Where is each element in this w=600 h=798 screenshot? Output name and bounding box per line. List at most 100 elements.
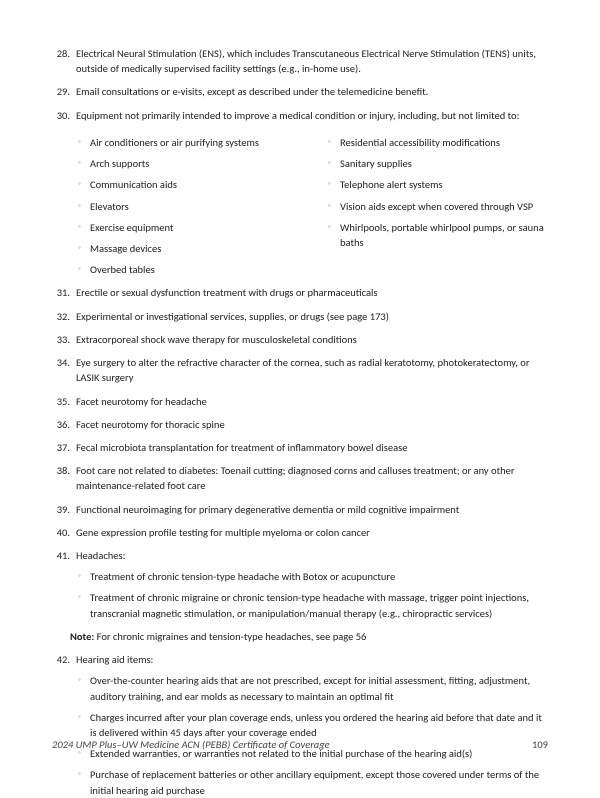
- item-number: 33.: [52, 332, 76, 347]
- item-text: Fecal microbiota transplantation for tre…: [76, 440, 548, 455]
- footer-page: 109: [532, 737, 548, 752]
- sub-item: ◦Exercise equipment: [76, 220, 298, 235]
- sub-item-text: Vision aids except when covered through …: [340, 199, 548, 214]
- sub-item-text: Purchase of replacement batteries or oth…: [90, 767, 548, 797]
- sub-list: ◦Over-the-counter hearing aids that are …: [76, 673, 548, 798]
- item-number: 34.: [52, 355, 76, 370]
- item-number: 42.: [52, 652, 76, 667]
- sub-item: ◦Vision aids except when covered through…: [326, 199, 548, 214]
- sub-item: ◦Elevators: [76, 199, 298, 214]
- sub-item-text: Sanitary supplies: [340, 156, 548, 171]
- item-number: 31.: [52, 285, 76, 300]
- sub-item: ◦Residential accessibility modifications: [326, 135, 548, 150]
- sub-item-text: Overbed tables: [90, 262, 298, 277]
- item-text: Equipment not primarily intended to impr…: [76, 108, 548, 123]
- item-body: Facet neurotomy for headache: [76, 394, 548, 409]
- equip-col-right: ◦Residential accessibility modifications…: [326, 129, 548, 278]
- item-text: Foot care not related to diabetes: Toena…: [76, 463, 548, 493]
- item-text: Facet neurotomy for thoracic spine: [76, 417, 548, 432]
- bullet-icon: ◦: [76, 199, 90, 214]
- bullet-icon: ◦: [76, 590, 90, 605]
- bullet-icon: ◦: [326, 135, 340, 150]
- bullet-icon: ◦: [76, 177, 90, 192]
- item-body: Gene expression profile testing for mult…: [76, 525, 548, 540]
- list-item: 34.Eye surgery to alter the refractive c…: [52, 355, 548, 385]
- list-item: 38.Foot care not related to diabetes: To…: [52, 463, 548, 493]
- item-text: Hearing aid items:: [76, 652, 548, 667]
- list-item: 36.Facet neurotomy for thoracic spine: [52, 417, 548, 432]
- sub-item-text: Elevators: [90, 199, 298, 214]
- footer-title: 2024 UMP Plus–UW Medicine ACN (PEBB) Cer…: [52, 737, 330, 752]
- bullet-icon: ◦: [76, 220, 90, 235]
- item-number: 40.: [52, 525, 76, 540]
- item-body: Facet neurotomy for thoracic spine: [76, 417, 548, 432]
- list-item: 32.Experimental or investigational servi…: [52, 309, 548, 324]
- sub-item-text: Treatment of chronic tension-type headac…: [90, 569, 548, 584]
- list-item: 40.Gene expression profile testing for m…: [52, 525, 548, 540]
- sub-item-text: Telephone alert systems: [340, 177, 548, 192]
- item-number: 32.: [52, 309, 76, 324]
- bullet-icon: ◦: [326, 177, 340, 192]
- item-body: Equipment not primarily intended to impr…: [76, 108, 548, 278]
- item-text: Eye surgery to alter the refractive char…: [76, 355, 548, 385]
- list-item: 42.Hearing aid items:◦Over-the-counter h…: [52, 652, 548, 798]
- item-body: Experimental or investigational services…: [76, 309, 548, 324]
- sub-item: ◦Overbed tables: [76, 262, 298, 277]
- item-body: Extracorporeal shock wave therapy for mu…: [76, 332, 548, 347]
- item-number: 39.: [52, 502, 76, 517]
- bullet-icon: ◦: [326, 199, 340, 214]
- item-number: 37.: [52, 440, 76, 455]
- list-item: 41.Headaches:◦Treatment of chronic tensi…: [52, 548, 548, 621]
- sub-item: ◦Sanitary supplies: [326, 156, 548, 171]
- page-footer: 2024 UMP Plus–UW Medicine ACN (PEBB) Cer…: [52, 737, 548, 752]
- bullet-icon: ◦: [326, 156, 340, 171]
- note-text: For chronic migraines and tension-type h…: [94, 630, 366, 643]
- sub-item-text: Treatment of chronic migraine or chronic…: [90, 590, 548, 620]
- list-item: 33.Extracorporeal shock wave therapy for…: [52, 332, 548, 347]
- sub-item-text: Communication aids: [90, 177, 298, 192]
- sub-item: ◦Treatment of chronic tension-type heada…: [76, 569, 548, 584]
- sub-item: ◦Whirlpools, portable whirlpool pumps, o…: [326, 220, 548, 250]
- sub-item-text: Over-the-counter hearing aids that are n…: [90, 673, 548, 703]
- sub-item-text: Arch supports: [90, 156, 298, 171]
- list-item: 31.Erectile or sexual dysfunction treatm…: [52, 285, 548, 300]
- item-text: Email consultations or e-visits, except …: [76, 84, 548, 99]
- sub-item: ◦Purchase of replacement batteries or ot…: [76, 767, 548, 797]
- bullet-icon: ◦: [76, 673, 90, 688]
- note: Note: For chronic migraines and tension-…: [70, 629, 548, 644]
- item-text: Functional neuroimaging for primary dege…: [76, 502, 548, 517]
- item-body: Erectile or sexual dysfunction treatment…: [76, 285, 548, 300]
- item-text: Experimental or investigational services…: [76, 309, 548, 324]
- sub-item-text: Massage devices: [90, 241, 298, 256]
- sub-item-text: Residential accessibility modifications: [340, 135, 548, 150]
- sub-item: ◦Arch supports: [76, 156, 298, 171]
- sub-item: ◦Air conditioners or air purifying syste…: [76, 135, 298, 150]
- item-text: Facet neurotomy for headache: [76, 394, 548, 409]
- bullet-icon: ◦: [76, 135, 90, 150]
- sub-list: ◦Air conditioners or air purifying syste…: [76, 135, 298, 278]
- equipment-columns: ◦Air conditioners or air purifying syste…: [76, 129, 548, 278]
- item-body: Electrical Neural Stimulation (ENS), whi…: [76, 46, 548, 76]
- item-number: 36.: [52, 417, 76, 432]
- item-body: Fecal microbiota transplantation for tre…: [76, 440, 548, 455]
- list-item: 39.Functional neuroimaging for primary d…: [52, 502, 548, 517]
- bullet-icon: ◦: [76, 569, 90, 584]
- list-item: 28.Electrical Neural Stimulation (ENS), …: [52, 46, 548, 76]
- item-number: 30.: [52, 108, 76, 123]
- list-item: 30.Equipment not primarily intended to i…: [52, 108, 548, 278]
- equip-col-left: ◦Air conditioners or air purifying syste…: [76, 129, 298, 278]
- list-item: 37.Fecal microbiota transplantation for …: [52, 440, 548, 455]
- bullet-icon: ◦: [76, 767, 90, 782]
- exclusion-list: 28.Electrical Neural Stimulation (ENS), …: [52, 46, 548, 798]
- bullet-icon: ◦: [326, 220, 340, 235]
- item-body: Headaches:◦Treatment of chronic tension-…: [76, 548, 548, 621]
- item-body: Functional neuroimaging for primary dege…: [76, 502, 548, 517]
- sub-item-text: Air conditioners or air purifying system…: [90, 135, 298, 150]
- bullet-icon: ◦: [76, 241, 90, 256]
- item-text: Extracorporeal shock wave therapy for mu…: [76, 332, 548, 347]
- sub-item: ◦Communication aids: [76, 177, 298, 192]
- sub-item-text: Charges incurred after your plan coverag…: [90, 710, 548, 740]
- item-number: 41.: [52, 548, 76, 563]
- sub-item-text: Whirlpools, portable whirlpool pumps, or…: [340, 220, 548, 250]
- item-number: 35.: [52, 394, 76, 409]
